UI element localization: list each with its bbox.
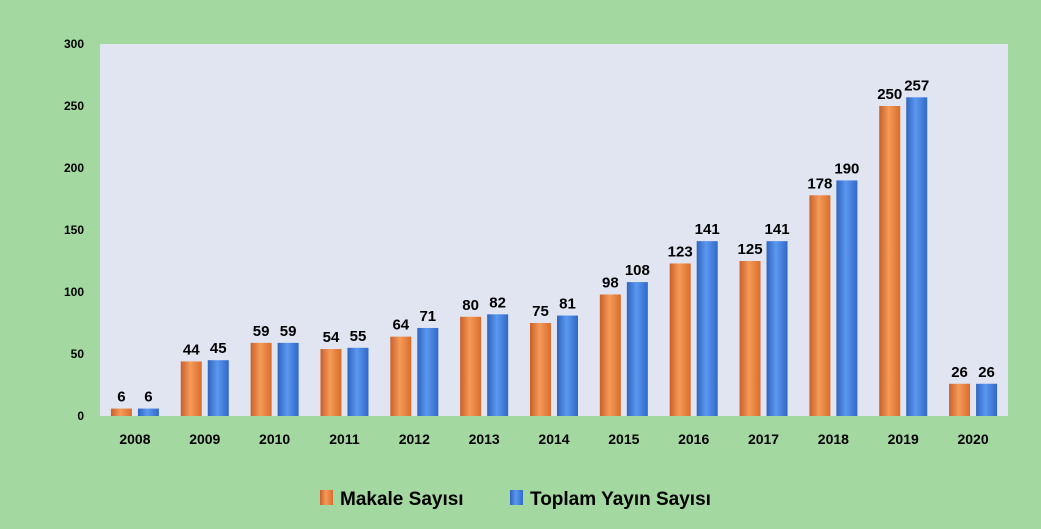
bar-toplam-2014	[557, 315, 578, 416]
bar-toplam-2013	[487, 314, 509, 416]
data-label: 44	[183, 341, 200, 358]
bar-makale-2011	[320, 349, 342, 416]
data-label: 45	[210, 340, 227, 357]
data-label: 59	[253, 323, 270, 340]
bar-toplam-2008	[137, 408, 159, 416]
bar-toplam-2015	[626, 282, 648, 416]
bar-toplam-2019	[906, 97, 928, 416]
y-tick-label: 300	[64, 37, 84, 51]
bar-makale-2012	[390, 336, 412, 416]
data-label: 108	[625, 262, 650, 279]
data-label: 55	[350, 328, 367, 345]
bar-toplam-2012	[417, 327, 439, 416]
bar-makale-2014	[530, 323, 551, 416]
legend-swatch	[320, 490, 333, 505]
bar-makale-2020	[949, 383, 971, 416]
plot-area	[100, 44, 1008, 416]
bar-toplam-2010	[277, 342, 299, 416]
data-label: 141	[695, 221, 720, 238]
bar-makale-2010	[250, 342, 272, 416]
y-tick-label: 150	[64, 223, 84, 237]
data-label: 82	[489, 294, 506, 311]
x-tick-label: 2018	[818, 431, 849, 447]
y-tick-label: 100	[64, 285, 84, 299]
x-tick-label: 2008	[119, 431, 150, 447]
data-label: 178	[807, 175, 832, 192]
bar-makale-2018	[809, 195, 831, 416]
data-label: 98	[602, 274, 619, 291]
x-tick-label: 2017	[748, 431, 779, 447]
data-label: 26	[951, 364, 968, 381]
data-label: 123	[668, 243, 693, 260]
legend: Makale Sayısı Toplam Yayın Sayısı	[320, 489, 711, 510]
bar-makale-2015	[599, 294, 621, 416]
data-label: 80	[462, 297, 479, 314]
data-label: 6	[117, 389, 125, 406]
bar-makale-2016	[669, 263, 691, 416]
y-tick-label: 200	[64, 161, 84, 175]
bar-makale-2017	[739, 261, 761, 416]
y-tick-label: 50	[71, 347, 85, 361]
data-label: 75	[532, 303, 549, 320]
bar-toplam-2020	[976, 383, 998, 416]
data-label: 59	[280, 323, 297, 340]
bar-makale-2008	[110, 408, 132, 416]
bar-toplam-2011	[347, 347, 369, 416]
data-label: 250	[877, 86, 902, 103]
x-tick-label: 2019	[888, 431, 919, 447]
legend-label: Toplam Yayın Sayısı	[530, 489, 711, 510]
bar-toplam-2016	[696, 241, 718, 416]
data-label: 71	[419, 308, 436, 325]
y-tick-label: 0	[77, 409, 84, 423]
x-tick-label: 2020	[957, 431, 988, 447]
bar-toplam-2018	[836, 180, 858, 416]
data-label: 54	[323, 329, 340, 346]
data-label: 257	[904, 77, 929, 94]
data-label: 141	[765, 221, 790, 238]
x-tick-label: 2010	[259, 431, 290, 447]
x-axis: 2008 2009 2010 2011 2012 2013 2014 2015 2016 2017…	[119, 431, 989, 447]
bar-toplam-2017	[766, 241, 788, 416]
x-tick-label: 2015	[608, 431, 639, 447]
data-label: 6	[144, 389, 152, 406]
x-tick-label: 2016	[678, 431, 709, 447]
data-label: 125	[738, 241, 763, 258]
bar-makale-2009	[180, 361, 202, 416]
data-label: 81	[559, 296, 576, 313]
y-tick-label: 250	[64, 99, 84, 113]
legend-swatch	[510, 490, 523, 505]
x-tick-label: 2013	[469, 431, 500, 447]
data-label: 26	[978, 364, 995, 381]
data-label: 64	[392, 317, 409, 334]
x-tick-label: 2014	[538, 431, 569, 447]
x-tick-label: 2011	[329, 431, 360, 447]
data-label: 190	[834, 160, 859, 177]
legend-label: Makale Sayısı	[340, 489, 464, 510]
bar-makale-2019	[879, 106, 901, 416]
x-tick-label: 2009	[189, 431, 220, 447]
x-tick-label: 2012	[399, 431, 430, 447]
bar-toplam-2009	[207, 360, 229, 416]
y-axis: 0 50 100 150 200 250 300	[64, 37, 84, 423]
bar-makale-2013	[460, 316, 482, 416]
